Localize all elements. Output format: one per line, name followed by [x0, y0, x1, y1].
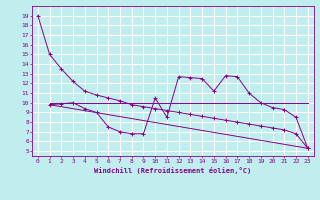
X-axis label: Windchill (Refroidissement éolien,°C): Windchill (Refroidissement éolien,°C) [94, 167, 252, 174]
